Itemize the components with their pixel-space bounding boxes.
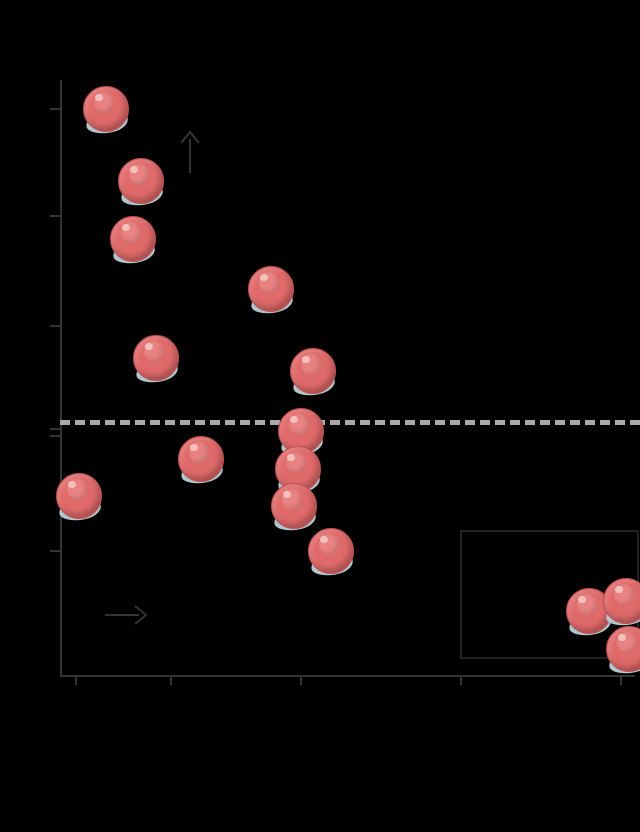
- data-point: [56, 473, 100, 517]
- data-point: [248, 266, 292, 310]
- right-arrow-icon: [105, 605, 148, 625]
- y-tick: [50, 435, 60, 437]
- data-point: [133, 335, 177, 379]
- data-point: [308, 528, 352, 572]
- y-axis: [60, 80, 62, 675]
- reference-line: [60, 420, 640, 425]
- x-tick: [75, 675, 77, 685]
- up-arrow-icon: [180, 130, 200, 173]
- data-point: [606, 626, 640, 670]
- x-tick: [300, 675, 302, 685]
- data-point: [110, 216, 154, 260]
- y-tick: [50, 215, 60, 217]
- data-point: [271, 483, 315, 527]
- y-tick: [50, 550, 60, 552]
- x-tick: [460, 675, 462, 685]
- x-tick: [170, 675, 172, 685]
- y-tick: [50, 428, 60, 430]
- data-point: [290, 348, 334, 392]
- x-tick: [620, 675, 622, 685]
- data-point: [178, 436, 222, 480]
- x-axis: [60, 675, 635, 677]
- data-point: [603, 578, 640, 622]
- y-tick: [50, 108, 60, 110]
- y-tick: [50, 325, 60, 327]
- data-point: [118, 158, 162, 202]
- chart-canvas: { "chart": { "type": "scatter", "canvas"…: [0, 0, 640, 832]
- data-point: [83, 86, 127, 130]
